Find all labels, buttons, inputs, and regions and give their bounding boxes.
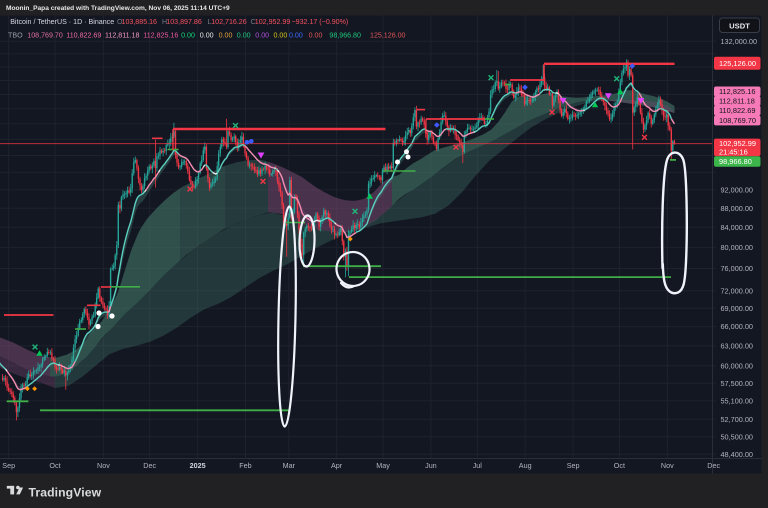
svg-text:0.00: 0.00: [181, 32, 195, 40]
svg-text:72,000.00: 72,000.00: [721, 286, 753, 295]
svg-text:Apr: Apr: [331, 461, 343, 470]
svg-text:Aug: Aug: [519, 461, 532, 470]
svg-text:112,825.16: 112,825.16: [143, 32, 178, 40]
svg-text:Feb: Feb: [239, 461, 251, 470]
svg-text:112,811.18: 112,811.18: [719, 97, 755, 106]
svg-text:0.00: 0.00: [274, 32, 288, 40]
svg-text:102,952.99: 102,952.99: [255, 18, 291, 26]
svg-text:110,822.69: 110,822.69: [719, 106, 755, 115]
svg-text:0.00: 0.00: [255, 32, 269, 40]
svg-text:52,700.00: 52,700.00: [721, 415, 753, 424]
svg-text:−932.17 (−0.90%): −932.17 (−0.90%): [292, 18, 349, 26]
svg-text:69,000.00: 69,000.00: [721, 304, 753, 313]
svg-text:Oct: Oct: [614, 461, 625, 470]
svg-text:50,500.00: 50,500.00: [721, 432, 753, 441]
svg-text:Sep: Sep: [567, 461, 580, 470]
svg-text:57,500.00: 57,500.00: [721, 379, 753, 388]
svg-text:108,769.70: 108,769.70: [719, 116, 756, 125]
svg-text:Sep: Sep: [2, 461, 15, 470]
svg-text:Nov: Nov: [661, 461, 674, 470]
svg-text:125,126.00: 125,126.00: [719, 59, 756, 68]
svg-text:0.00: 0.00: [289, 32, 303, 40]
svg-text:102,716.26: 102,716.26: [211, 18, 247, 26]
svg-text:66,000.00: 66,000.00: [721, 322, 753, 331]
svg-text:Nov: Nov: [97, 461, 110, 470]
svg-text:Jul: Jul: [473, 461, 483, 470]
svg-text:Mar: Mar: [283, 461, 296, 470]
svg-text:102,952.99: 102,952.99: [719, 139, 756, 148]
svg-text:L: L: [208, 18, 212, 26]
svg-text:48,400.00: 48,400.00: [721, 450, 753, 459]
svg-text:0.00: 0.00: [200, 32, 214, 40]
svg-text:112,825.16: 112,825.16: [719, 87, 755, 96]
svg-text:63,000.00: 63,000.00: [721, 341, 753, 350]
svg-text:Moonin_Papa created with Tradi: Moonin_Papa created with TradingView.com…: [6, 5, 230, 12]
svg-text:2025: 2025: [190, 461, 206, 470]
svg-text:98,966.80: 98,966.80: [719, 157, 752, 166]
svg-text:103,885.16: 103,885.16: [122, 18, 158, 26]
svg-text:TradingView: TradingView: [29, 485, 102, 499]
svg-text:92,000.00: 92,000.00: [721, 186, 753, 195]
svg-text:125,126.00: 125,126.00: [370, 32, 406, 40]
svg-text:108,769.70: 108,769.70: [27, 32, 63, 40]
svg-text:76,000.00: 76,000.00: [721, 264, 753, 273]
svg-text:55,100.00: 55,100.00: [721, 397, 753, 406]
svg-text:C: C: [251, 18, 256, 26]
svg-text:Jun: Jun: [425, 461, 437, 470]
svg-text:98,966.80: 98,966.80: [329, 32, 361, 40]
svg-text:21:45:16: 21:45:16: [719, 148, 748, 157]
svg-text:Bitcoin / TetherUS · 1D · Bina: Bitcoin / TetherUS · 1D · Binance: [10, 18, 114, 26]
svg-text:H: H: [162, 18, 167, 26]
svg-text:Dec: Dec: [707, 461, 720, 470]
svg-text:88,000.00: 88,000.00: [721, 204, 753, 213]
svg-text:Oct: Oct: [49, 461, 60, 470]
svg-text:Dec: Dec: [143, 461, 156, 470]
svg-text:110,822.69: 110,822.69: [66, 32, 101, 40]
svg-text:60,000.00: 60,000.00: [721, 361, 753, 370]
svg-text:TBO: TBO: [8, 32, 23, 40]
svg-text:112,811.18: 112,811.18: [105, 32, 140, 40]
svg-text:0.00: 0.00: [219, 32, 233, 40]
svg-text:80,000.00: 80,000.00: [721, 243, 753, 252]
svg-text:0.00: 0.00: [237, 32, 251, 40]
svg-text:0.00: 0.00: [309, 32, 323, 40]
svg-text:84,000.00: 84,000.00: [721, 223, 753, 232]
svg-text:May: May: [376, 461, 390, 470]
svg-text:O: O: [117, 18, 123, 26]
svg-text:103,897.86: 103,897.86: [166, 18, 202, 26]
svg-text:132,000.00: 132,000.00: [721, 37, 758, 46]
svg-text:USDT: USDT: [729, 21, 750, 30]
